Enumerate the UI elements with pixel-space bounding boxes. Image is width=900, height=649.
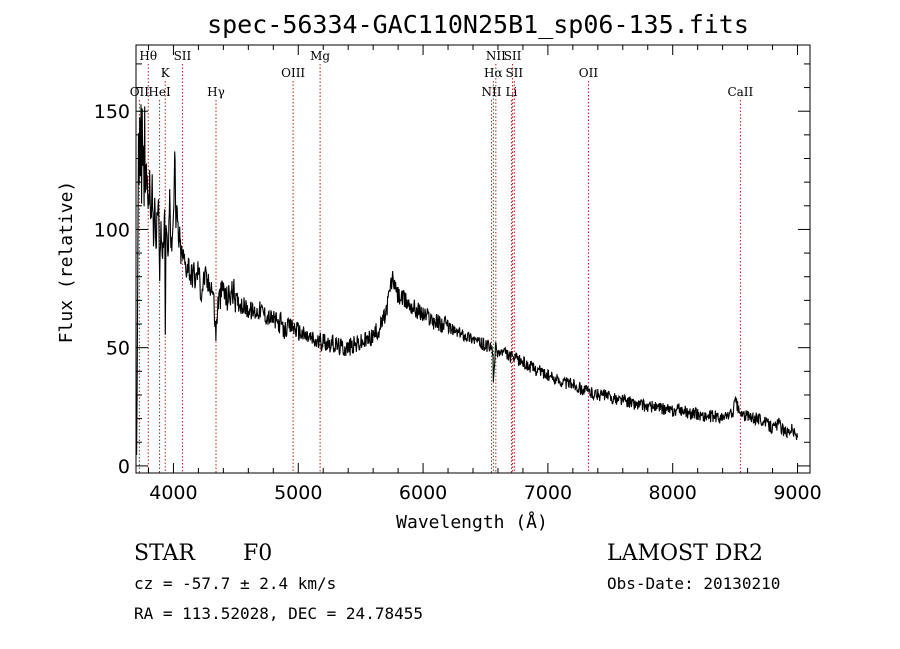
- spectral-line-label: Mg: [310, 49, 330, 63]
- spectral-line-label: SII: [504, 49, 522, 63]
- survey-name: LAMOST DR2: [607, 541, 763, 566]
- spectral-line-label: Hθ: [139, 49, 157, 63]
- y-tick-label: 0: [118, 456, 130, 478]
- spectral-line-label: OII: [579, 66, 599, 80]
- y-axis-label: Flux (relative): [56, 181, 77, 344]
- spectral-line-label: NII: [481, 85, 501, 99]
- spectral-line-label: Hα: [484, 66, 503, 80]
- spectral-line-label: NII: [486, 49, 506, 63]
- spectral-line-label: SII: [174, 49, 192, 63]
- y-tick-label: 100: [94, 219, 130, 241]
- spectral-line-label: HeI: [148, 85, 171, 99]
- x-tick-label: 5000: [274, 482, 322, 504]
- object-class: STAR: [134, 541, 196, 566]
- x-tick-label: 8000: [649, 482, 697, 504]
- spectrum-line: [136, 104, 799, 456]
- plot-frame: [135, 44, 811, 474]
- x-axis-ticks: 4000 5000 6000 7000 8000 9000: [147, 45, 822, 504]
- spectral-line-label: OIII: [281, 66, 305, 80]
- y-tick-label: 50: [106, 338, 130, 360]
- spectral-line-label: SII: [505, 66, 523, 80]
- x-tick-label: 6000: [399, 482, 447, 504]
- spectral-line-label: Li: [506, 85, 518, 99]
- spectral-line-label: K: [161, 66, 171, 80]
- x-tick-label: 4000: [149, 482, 197, 504]
- spectral-subclass: F0: [243, 541, 272, 566]
- observation-date: Obs-Date: 20130210: [607, 574, 780, 593]
- spectral-line-label: CaII: [727, 85, 753, 99]
- spectral-line-label: Hγ: [207, 85, 225, 99]
- y-tick-label: 150: [94, 101, 130, 123]
- redshift-velocity: cz = -57.7 ± 2.4 km/s: [134, 574, 336, 593]
- sky-coordinates: RA = 113.52028, DEC = 24.78455: [134, 604, 423, 623]
- chart-title: spec-56334-GAC110N25B1_sp06-135.fits: [207, 10, 749, 39]
- x-tick-label: 7000: [524, 482, 572, 504]
- x-axis-label: Wavelength (Å): [396, 511, 548, 533]
- x-tick-label: 9000: [773, 482, 821, 504]
- spectral-line-label: OII: [130, 85, 150, 99]
- spectral-line-markers: [138, 64, 741, 473]
